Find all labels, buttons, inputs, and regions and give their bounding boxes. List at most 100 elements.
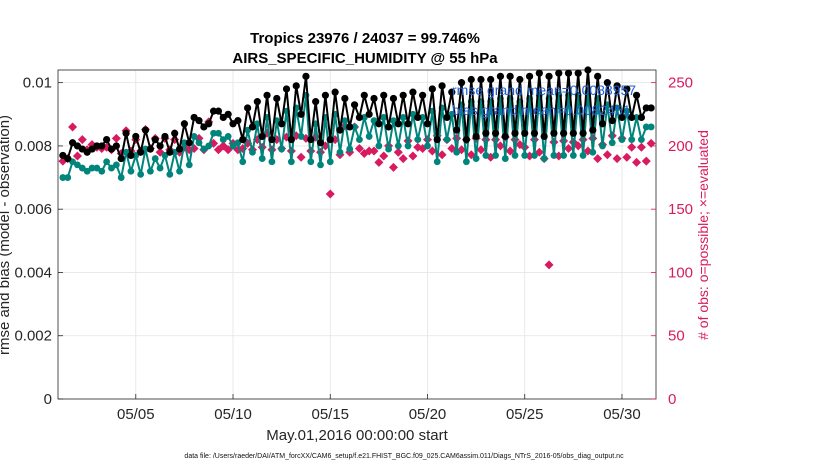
obs-count-marker: [622, 152, 632, 162]
series-point: [550, 152, 558, 159]
series-point: [404, 142, 412, 150]
series-point: [365, 133, 373, 140]
series-point: [287, 158, 295, 166]
series-point: [589, 148, 597, 156]
series-point: [268, 135, 276, 144]
series-point: [618, 113, 626, 122]
series-point: [579, 129, 587, 137]
y-tick-label: 0.004: [14, 264, 52, 281]
legend-bias: bias grand mean=0.0082451: [452, 102, 631, 118]
series-point: [146, 145, 154, 153]
series-point: [239, 158, 247, 166]
series-point: [74, 161, 81, 169]
y-tick-label: 0.008: [14, 138, 52, 155]
series-point: [516, 75, 524, 84]
series-point: [108, 164, 115, 172]
series-point: [350, 101, 359, 109]
series-point: [103, 158, 111, 166]
series-point: [200, 145, 208, 153]
series-point: [356, 136, 363, 143]
y-tick-label: 0: [44, 391, 52, 408]
series-point: [297, 133, 305, 140]
series-point: [511, 152, 519, 159]
series-point: [137, 148, 145, 156]
x-tick-label: 05/05: [117, 406, 155, 423]
series-point: [171, 129, 179, 137]
chart-subtitle: AIRS_SPECIFIC_HUMIDITY @ 55 hPa: [232, 50, 498, 67]
series-point: [380, 91, 388, 99]
series-point: [137, 170, 145, 178]
obs-count-marker: [111, 133, 121, 143]
series-point: [594, 72, 602, 80]
obs-count-marker: [296, 152, 306, 162]
obs-count-marker: [393, 147, 403, 157]
series-point: [632, 91, 641, 99]
series-point: [540, 132, 548, 141]
series-point: [443, 113, 451, 122]
series-point: [278, 145, 286, 153]
series-point: [112, 142, 120, 150]
series-point: [501, 155, 509, 162]
series-point: [185, 161, 193, 169]
series-point: [608, 117, 616, 125]
series-point: [64, 174, 72, 181]
series-point: [219, 136, 227, 143]
series-point: [297, 110, 305, 118]
series-point: [307, 158, 315, 166]
series-point: [249, 148, 256, 156]
series-point: [224, 110, 232, 118]
series-point: [433, 158, 441, 166]
series-point: [560, 129, 568, 137]
series-point: [496, 72, 505, 80]
series-point: [608, 139, 616, 147]
series-point: [598, 120, 607, 128]
series-point: [433, 135, 441, 144]
series-point: [623, 85, 631, 93]
series-point: [428, 85, 436, 93]
series-point: [321, 91, 329, 99]
obs-count-marker: [476, 145, 486, 155]
series-point: [326, 135, 334, 144]
series-point: [224, 133, 232, 140]
series-point: [545, 72, 553, 80]
obs-count-marker: [354, 143, 364, 153]
series-point: [98, 167, 106, 175]
series-point: [176, 167, 183, 175]
y2-tick-label: 150: [668, 201, 693, 218]
obs-count-marker: [602, 150, 612, 160]
series-point: [394, 142, 402, 150]
series-point: [560, 152, 568, 159]
series-point: [336, 126, 344, 134]
series-point: [331, 88, 339, 96]
series-point: [603, 79, 611, 87]
obs-count-marker: [68, 122, 78, 132]
series-point: [268, 158, 276, 166]
series-point: [78, 164, 86, 172]
series-point: [569, 152, 577, 159]
series-point: [506, 72, 514, 80]
series-point: [423, 120, 432, 128]
series-point: [175, 145, 184, 153]
series-point: [258, 155, 266, 162]
series-point: [409, 88, 417, 96]
plot-area-frame: [57, 69, 657, 400]
y2-tick-label: 100: [668, 264, 693, 281]
series-point: [535, 69, 543, 77]
series-point: [467, 75, 475, 84]
series-point: [525, 72, 534, 80]
series-point: [346, 123, 354, 131]
series-point: [365, 110, 373, 118]
y2-tick-label: 0: [668, 391, 676, 408]
series-point: [623, 107, 631, 115]
series-point: [98, 142, 106, 150]
obs-count-marker: [388, 162, 398, 172]
series-point: [166, 170, 174, 178]
series-point: [618, 136, 626, 143]
obs-count-marker: [369, 146, 379, 156]
series-point: [457, 79, 466, 87]
series-point: [438, 82, 446, 90]
series-point: [443, 136, 451, 143]
obs-count-marker: [379, 151, 389, 161]
series-point: [83, 167, 91, 175]
